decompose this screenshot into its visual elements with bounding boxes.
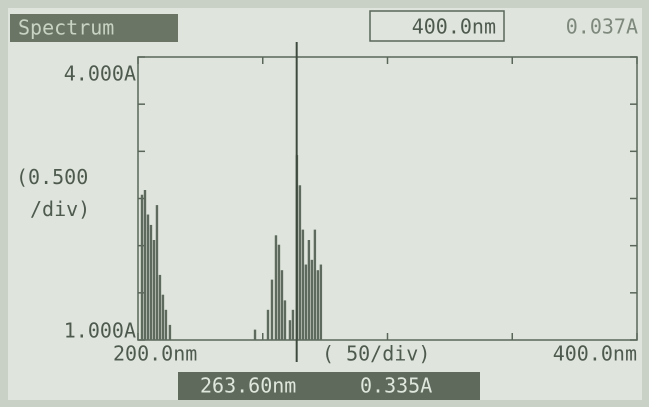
bar: [311, 260, 313, 340]
wavelength-readout: 400.0nm: [412, 15, 496, 39]
bar: [320, 265, 322, 340]
chart-title: Spectrum: [18, 16, 114, 40]
bar: [150, 225, 152, 340]
bar: [317, 270, 319, 340]
bar: [165, 310, 167, 340]
bar: [169, 325, 171, 340]
bar: [147, 215, 149, 340]
bar: [308, 240, 310, 340]
bar: [289, 320, 291, 340]
cursor-wavelength: 263.60nm: [200, 374, 296, 398]
bar: [254, 330, 256, 340]
bar: [141, 195, 143, 340]
bar: [159, 275, 161, 340]
x-tick-label: 200.0nm: [113, 342, 197, 366]
y-tick-label: 1.000A: [64, 319, 136, 343]
bar: [284, 300, 286, 340]
bar: [162, 295, 164, 340]
bar: [144, 190, 146, 340]
absorbance-readout: 0.037A: [566, 15, 638, 39]
bar: [156, 205, 158, 340]
bar: [299, 185, 301, 340]
bar: [305, 265, 307, 340]
lcd-screen: Spectrum 400.0nm 0.037A (0.500/div) ( 50…: [0, 0, 649, 407]
x-tick-label: 400.0nm: [553, 342, 637, 366]
x-axis-label: ( 50/div): [322, 342, 430, 366]
bar: [275, 235, 277, 340]
bar: [292, 310, 294, 340]
bar: [302, 230, 304, 340]
bar: [281, 270, 283, 340]
y-tick-label: 4.000A: [64, 62, 136, 86]
bar: [267, 310, 269, 340]
cursor-absorbance: 0.335A: [360, 374, 432, 398]
bar: [271, 280, 273, 340]
bar: [314, 230, 316, 340]
bar: [278, 245, 280, 340]
bar: [153, 240, 155, 340]
